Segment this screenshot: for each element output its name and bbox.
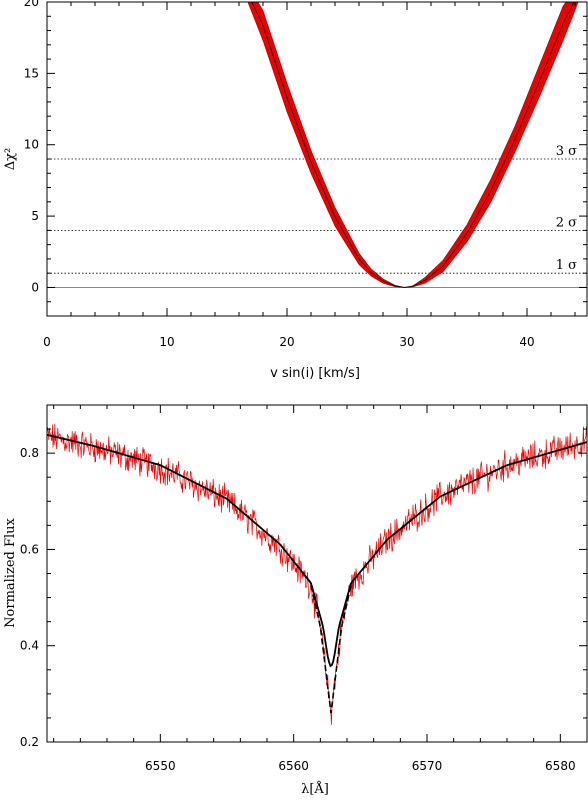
y-tick-label: 0.6 bbox=[20, 542, 39, 556]
y-tick-label: 20 bbox=[24, 0, 39, 9]
observed-spectrum-line bbox=[47, 423, 587, 725]
x-tick-label: 6550 bbox=[145, 759, 176, 773]
x-tick-label: 0 bbox=[43, 335, 51, 349]
top-y-axis-label: Δχ² bbox=[3, 148, 18, 170]
x-tick-label: 6580 bbox=[545, 759, 576, 773]
top-axis-ticks: 0 10 20 30 40 0 5 10 15 20 bbox=[24, 0, 587, 349]
sigma-level-label: 2 σ bbox=[556, 215, 577, 230]
y-tick-label: 0.8 bbox=[20, 446, 39, 460]
top-x-axis-label: v sin(i) [km/s] bbox=[270, 366, 360, 381]
bottom-plot-area bbox=[47, 423, 587, 725]
chi2-center-curve bbox=[251, 2, 575, 288]
x-tick-label: 40 bbox=[519, 335, 534, 349]
bottom-axis-ticks: 6550 6560 6570 6580 0.2 0.4 0.6 0.8 bbox=[20, 404, 588, 773]
x-tick-label: 6570 bbox=[412, 759, 443, 773]
y-tick-label: 15 bbox=[24, 66, 39, 80]
model-solid-line bbox=[47, 433, 587, 668]
y-tick-label: 10 bbox=[24, 138, 39, 152]
y-tick-label: 0 bbox=[31, 280, 39, 294]
x-tick-label: 6560 bbox=[278, 759, 309, 773]
sigma-level-label: 1 σ bbox=[556, 258, 577, 273]
sigma-level-label: 3 σ bbox=[556, 144, 577, 159]
x-tick-label: 30 bbox=[399, 335, 414, 349]
x-tick-label: 10 bbox=[159, 335, 174, 349]
model-dashed-line bbox=[310, 585, 352, 714]
y-tick-label: 0.2 bbox=[20, 735, 39, 749]
y-tick-label: 5 bbox=[31, 209, 39, 223]
x-tick-label: 20 bbox=[279, 335, 294, 349]
y-tick-label: 0.4 bbox=[20, 639, 39, 653]
bottom-x-axis-label: λ[Å] bbox=[301, 781, 329, 797]
bottom-y-axis-label: Normalized Flux bbox=[3, 517, 18, 627]
top-plot-area: 1 σ 2 σ 3 σ bbox=[47, 2, 587, 288]
delta-chi2-chart: 1 σ 2 σ 3 σ 0 10 20 30 40 0 5 10 15 20 v sin(i) [km… bbox=[3, 0, 588, 381]
